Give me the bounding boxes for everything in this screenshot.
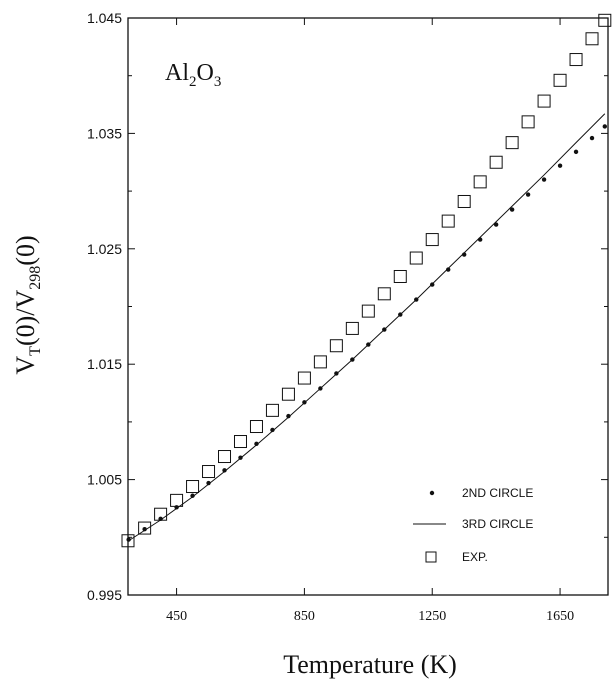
data-point-exp <box>409 251 423 265</box>
data-point-exp <box>585 32 599 46</box>
data-point-exp <box>170 493 184 507</box>
data-point-exp <box>233 435 247 449</box>
data-point-exp <box>505 136 519 150</box>
x-tick-label: 1250 <box>418 609 446 624</box>
y-axis-title: VT(0)/V298(0) <box>11 235 44 374</box>
series-line-3rd-circle <box>128 113 606 542</box>
data-point-exp <box>457 194 471 208</box>
data-point-exp <box>489 155 503 169</box>
data-point-exp <box>313 355 327 369</box>
data-point-2nd-circle <box>222 468 227 473</box>
y-tick-label: 1.025 <box>87 241 122 257</box>
legend-label-exp: EXP. <box>462 550 488 564</box>
y-tick-label: 1.005 <box>87 472 122 488</box>
data-point-2nd-circle <box>602 124 608 129</box>
data-point-2nd-circle <box>206 480 211 486</box>
data-point-exp <box>441 214 455 228</box>
y-tick-label: 0.995 <box>87 587 122 603</box>
data-point-exp <box>393 269 407 283</box>
data-point-exp <box>569 53 583 67</box>
y-tick-label: 1.045 <box>87 10 122 26</box>
data-point-exp <box>202 465 216 479</box>
legend-dot-marker <box>429 490 435 496</box>
material-annotation: Al2O3 <box>165 60 221 90</box>
data-point-exp <box>473 175 487 189</box>
data-point-exp <box>553 73 567 87</box>
data-point-exp <box>521 115 535 129</box>
data-point-exp <box>265 403 279 417</box>
data-point-exp <box>297 371 311 385</box>
series-layer <box>121 13 612 548</box>
data-point-exp <box>249 420 263 434</box>
data-point-2nd-circle <box>142 527 147 532</box>
x-axis-title: Temperature (K) <box>283 650 457 679</box>
data-point-exp <box>138 521 152 535</box>
data-point-exp <box>186 480 200 494</box>
data-point-2nd-circle <box>286 413 291 419</box>
data-point-2nd-circle <box>270 427 275 433</box>
data-point-2nd-circle <box>477 237 483 242</box>
y-tick-label: 1.035 <box>87 125 122 141</box>
data-point-2nd-circle <box>573 149 579 155</box>
data-point-2nd-circle <box>525 192 531 197</box>
x-tick-label: 850 <box>294 609 315 624</box>
data-point-exp <box>345 321 359 335</box>
ticks: 0.995 1.005 1.015 1.025 1.035 1.045 450 850 1250… <box>87 10 608 624</box>
data-point-2nd-circle <box>509 207 515 212</box>
data-point-exp <box>281 387 295 401</box>
data-point-exp <box>598 13 612 27</box>
data-point-exp <box>537 94 551 108</box>
data-point-2nd-circle <box>446 267 451 272</box>
legend-label-2nd-circle: 2ND CIRCLE <box>462 486 533 500</box>
legend-square-marker <box>425 551 437 563</box>
data-point-2nd-circle <box>254 441 259 447</box>
data-point-2nd-circle <box>589 135 595 141</box>
legend: 2ND CIRCLE 3RD CIRCLE EXP. <box>413 486 533 564</box>
data-point-2nd-circle <box>541 177 547 182</box>
data-point-exp <box>361 304 375 318</box>
data-point-exp <box>425 233 439 247</box>
data-point-2nd-circle <box>493 222 499 227</box>
data-point-exp <box>329 339 343 353</box>
data-point-2nd-circle <box>557 163 563 168</box>
data-point-exp <box>218 450 232 464</box>
x-tick-label: 1650 <box>546 609 574 624</box>
data-point-exp <box>154 507 168 521</box>
y-tick-label: 1.015 <box>87 356 122 372</box>
data-point-2nd-circle <box>190 493 195 498</box>
plot-frame <box>127 17 609 596</box>
legend-label-3rd-circle: 3RD CIRCLE <box>462 517 533 531</box>
x-tick-label: 450 <box>166 609 187 624</box>
data-point-exp <box>121 534 135 548</box>
data-point-exp <box>377 287 391 301</box>
data-point-2nd-circle <box>126 537 131 542</box>
